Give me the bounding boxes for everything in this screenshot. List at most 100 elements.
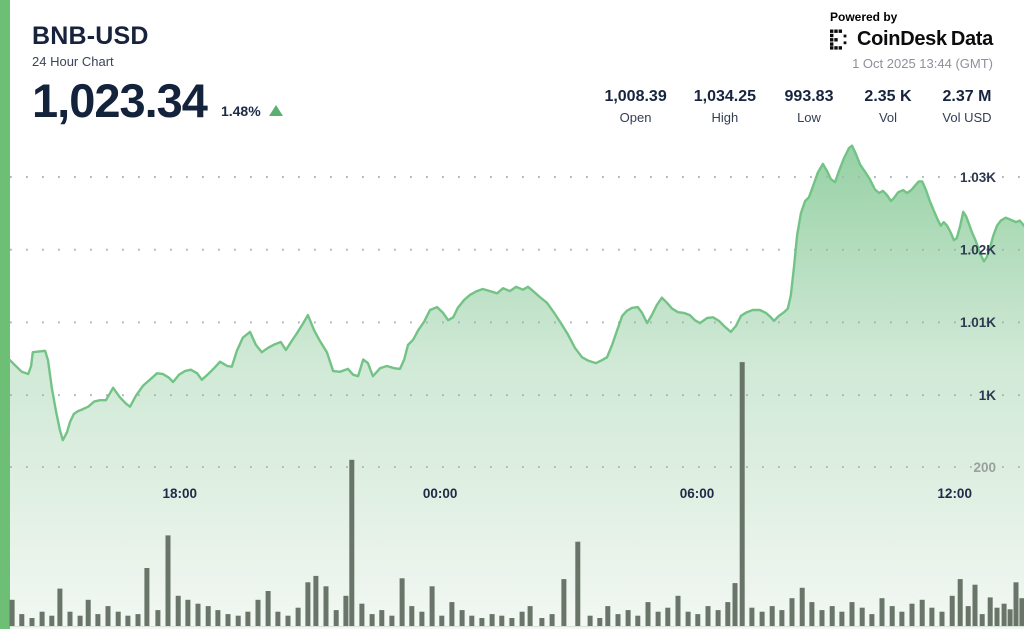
volume-bar [561,579,567,626]
volume-bar [725,602,731,626]
volume-bar [255,599,261,626]
volume-bar [115,611,121,626]
coindesk-mark-icon [829,29,847,50]
volume-bar [829,606,835,626]
powered-by-label: Powered by [829,10,898,24]
volume-bar [144,568,150,626]
stat-open: 1,008.39 Open [604,88,666,125]
volume-bar [1013,582,1019,626]
volume-bar [635,615,641,626]
volume-bar [195,603,201,626]
volume-bar [695,614,701,626]
volume-bar [499,615,505,626]
volume-bar [369,614,375,626]
stat-value: 1,008.39 [604,88,667,105]
volume-bar [889,606,895,626]
volume-bar [305,582,311,626]
y-axis-label: 1.03K [960,170,996,185]
volume-bar [67,611,73,626]
volume-bar [809,602,815,626]
volume-bar [105,606,111,626]
volume-bar [245,611,251,626]
volume-bar [95,614,101,626]
stat-label: High [711,110,739,125]
left-accent-bar [0,0,10,629]
volume-bar [789,598,795,626]
volume-bar [939,611,945,626]
stat-label: Vol USD [942,110,992,125]
stat-label: Low [797,110,821,125]
volume-bar [215,610,221,626]
volume-bar [655,611,661,626]
coindesk-wordmark: CoinDesk Data [857,28,993,51]
volume-bar [359,603,365,626]
x-axis-label: 18:00 [163,486,198,501]
volume-bar [769,606,775,626]
volume-bar [979,614,985,626]
stat-label: Open [619,110,652,125]
stat-value: 2.37 M [942,88,992,105]
volume-baseline [10,626,1024,627]
stat-vol: 2.35 K Vol [862,88,914,125]
volume-bar [549,614,555,626]
volume-bar [77,615,83,626]
volume-bar [1001,603,1007,626]
stat-value: 2.35 K [864,88,912,105]
stat-high: 1,034.25 High [694,88,756,125]
volume-bar [225,614,231,626]
volume-bar [615,614,621,626]
coindesk-logo: CoinDesk Data [829,28,993,51]
volume-bar [333,610,339,626]
up-triangle-icon [268,105,283,117]
brand-part-1: CoinDesk [856,28,947,50]
volume-bar [869,614,875,626]
stat-low: 993.83 Low [783,88,835,125]
volume-bar [349,459,355,626]
volume-bar [85,599,91,626]
price-line [8,144,1024,442]
volume-bar [135,614,141,626]
volume-bar [429,586,435,627]
brand-part-2: Data [950,28,993,50]
volume-bar [909,603,915,626]
volume-bar [165,535,171,626]
volume-bar [949,595,955,626]
volume-bar [1007,609,1013,626]
volume-bar [972,584,978,626]
volume-bar [175,595,181,626]
volume-bar [987,597,993,626]
volume-bar [929,607,935,626]
header: BNB-USD 24 Hour Chart 1,023.34 1.48% [32,22,283,124]
volume-bar [799,587,805,626]
volume-bar [919,599,925,626]
price-area [10,145,1024,629]
volume-bar [185,599,191,626]
volume-bar [49,615,55,626]
volume-bar [759,611,765,626]
volume-bar [839,611,845,626]
volume-bar [479,618,485,626]
symbol-title: BNB-USD [32,22,149,50]
stat-vol-usd: 2.37 M Vol USD [941,88,993,125]
volume-bar [859,607,865,626]
volume-bar [587,615,593,626]
volume-bar [205,606,211,626]
volume-bar [1019,598,1024,626]
price-change: 1.48% [221,103,283,124]
volume-bar [715,610,721,626]
volume-bar [509,618,515,626]
volume-bar [409,606,415,626]
y-axis-label: 1.01K [960,315,996,330]
volume-bar [265,591,271,626]
volume-bar [539,618,545,626]
price-row: 1,023.34 1.48% [32,77,283,124]
volume-bar [389,615,395,626]
volume-bar [125,615,131,626]
x-axis-label: 06:00 [680,486,715,501]
volume-bar [379,610,385,626]
volume-bar [732,583,738,626]
volume-bar [449,602,455,626]
volume-bar [39,611,45,626]
